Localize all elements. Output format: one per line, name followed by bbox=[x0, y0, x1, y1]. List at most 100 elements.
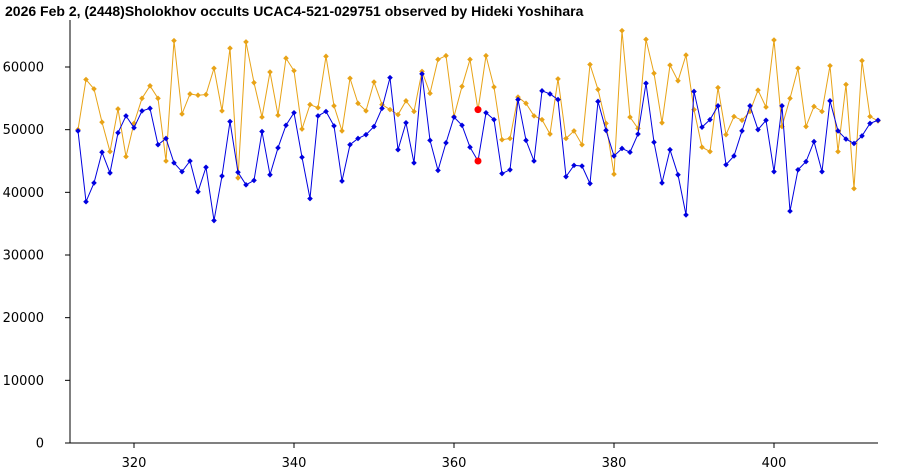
data-point bbox=[411, 160, 417, 166]
data-point bbox=[859, 133, 865, 139]
data-point bbox=[523, 137, 529, 144]
data-point bbox=[347, 141, 353, 148]
series-layer bbox=[75, 27, 881, 224]
data-point bbox=[563, 135, 569, 142]
data-point bbox=[99, 119, 105, 125]
data-point bbox=[683, 52, 689, 58]
data-point bbox=[467, 56, 473, 63]
data-point bbox=[731, 153, 737, 159]
data-point bbox=[555, 96, 561, 103]
axes: 0 10000 20000 30000 40000 50000 60000 320 340 360… bbox=[3, 20, 878, 471]
data-point bbox=[331, 103, 337, 109]
data-point bbox=[523, 100, 529, 107]
data-point bbox=[171, 160, 177, 166]
data-point bbox=[219, 173, 225, 179]
data-point bbox=[363, 108, 369, 114]
y-tick-label: 50000 bbox=[3, 123, 44, 138]
data-point bbox=[219, 108, 225, 114]
data-point bbox=[867, 120, 873, 127]
data-point bbox=[779, 103, 785, 109]
data-point bbox=[643, 36, 649, 43]
data-point bbox=[635, 131, 641, 137]
data-point bbox=[515, 96, 521, 103]
data-point bbox=[755, 126, 761, 133]
data-point bbox=[91, 180, 97, 186]
series-2 bbox=[75, 71, 881, 224]
data-point bbox=[259, 114, 265, 120]
data-point bbox=[563, 173, 569, 180]
data-point bbox=[587, 61, 593, 68]
data-point bbox=[723, 161, 729, 168]
data-point bbox=[355, 135, 361, 142]
data-point bbox=[667, 62, 673, 68]
y-tick-label: 60000 bbox=[3, 61, 44, 76]
data-point bbox=[787, 95, 793, 102]
data-point bbox=[603, 127, 609, 134]
data-point bbox=[203, 91, 209, 98]
data-point bbox=[707, 148, 713, 155]
data-point bbox=[83, 198, 89, 205]
data-point bbox=[747, 103, 753, 109]
data-point bbox=[251, 79, 257, 86]
data-point bbox=[147, 105, 153, 112]
data-point bbox=[435, 56, 441, 63]
data-point bbox=[99, 149, 105, 156]
data-point bbox=[307, 195, 313, 202]
data-point bbox=[595, 98, 601, 105]
data-point bbox=[755, 87, 761, 93]
data-point bbox=[843, 81, 849, 88]
data-point bbox=[491, 116, 497, 123]
data-point bbox=[395, 111, 401, 118]
data-point bbox=[675, 171, 681, 178]
x-tick-label: 360 bbox=[442, 456, 467, 471]
data-point bbox=[347, 75, 353, 82]
data-point bbox=[579, 163, 585, 169]
data-point bbox=[731, 113, 737, 120]
data-point bbox=[203, 164, 209, 171]
data-point bbox=[747, 108, 753, 115]
data-point bbox=[771, 168, 777, 175]
data-point bbox=[427, 137, 433, 144]
data-point bbox=[275, 145, 281, 151]
data-point bbox=[723, 131, 729, 138]
data-point bbox=[307, 101, 313, 108]
data-point bbox=[539, 88, 545, 94]
data-point bbox=[283, 55, 289, 62]
data-point bbox=[91, 86, 97, 92]
data-point bbox=[195, 92, 201, 98]
data-point bbox=[403, 98, 409, 104]
data-point bbox=[291, 67, 297, 74]
data-point bbox=[243, 39, 249, 45]
data-point bbox=[155, 141, 161, 148]
data-point bbox=[131, 124, 137, 131]
data-point bbox=[483, 52, 489, 59]
data-point bbox=[875, 117, 881, 124]
data-point bbox=[707, 116, 713, 123]
data-point bbox=[115, 106, 121, 112]
data-point bbox=[859, 57, 865, 64]
data-point bbox=[803, 158, 809, 165]
data-point bbox=[811, 138, 817, 145]
data-point bbox=[107, 148, 113, 155]
data-point bbox=[587, 180, 593, 187]
data-point bbox=[827, 62, 833, 69]
data-point bbox=[339, 128, 345, 134]
data-point bbox=[323, 53, 329, 60]
data-point bbox=[483, 109, 489, 116]
data-point bbox=[627, 114, 633, 120]
data-point bbox=[211, 65, 217, 72]
data-point bbox=[531, 158, 537, 164]
data-point bbox=[459, 122, 465, 129]
data-point bbox=[619, 27, 625, 34]
data-point bbox=[379, 105, 385, 112]
data-point bbox=[443, 52, 449, 59]
data-point bbox=[699, 124, 705, 130]
data-point bbox=[355, 100, 361, 107]
x-tick-label: 400 bbox=[762, 456, 787, 471]
data-point bbox=[499, 136, 505, 143]
data-point bbox=[75, 128, 81, 134]
x-tick-label: 380 bbox=[602, 456, 627, 471]
highlighted-point bbox=[474, 106, 482, 114]
data-point bbox=[595, 86, 601, 93]
data-point bbox=[611, 171, 617, 177]
